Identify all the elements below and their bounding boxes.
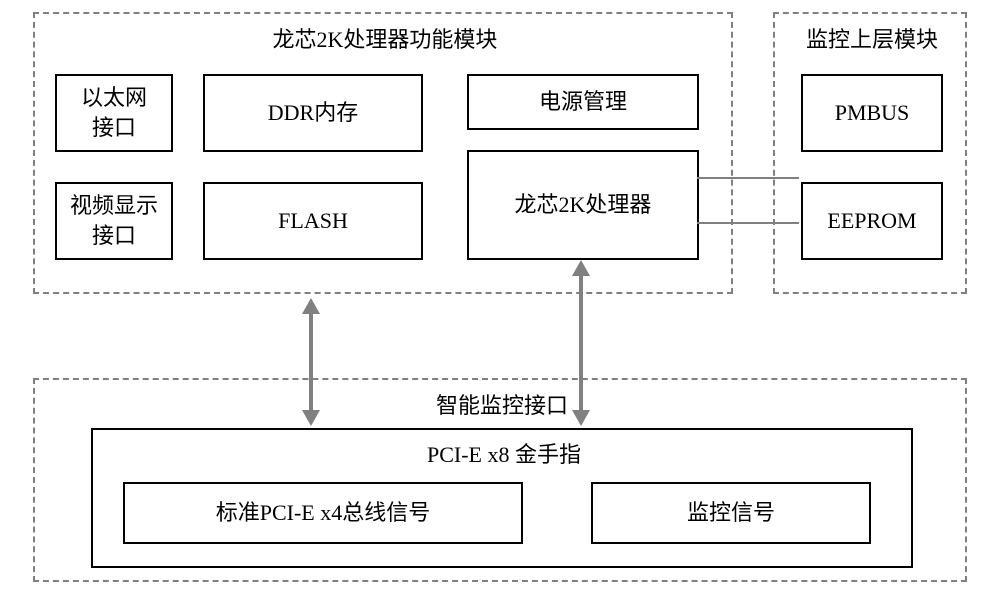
box-ddr-label: DDR内存 [268, 98, 358, 128]
box-monitor-signal-label: 监控信号 [687, 498, 775, 528]
box-video-if-label: 视频显示接口 [70, 191, 158, 250]
box-ddr: DDR内存 [203, 74, 423, 152]
connector-cpu-eeprom [697, 222, 799, 224]
box-cpu-label: 龙芯2K处理器 [515, 190, 652, 220]
connector-cpu-pmbus [697, 177, 799, 179]
module-interface-title: 智能监控接口 [35, 388, 969, 420]
box-goldfinger: PCI-E x8 金手指 标准PCI-E x4总线信号 监控信号 [91, 428, 913, 568]
module-interface: 智能监控接口 PCI-E x8 金手指 标准PCI-E x4总线信号 监控信号 [33, 378, 967, 582]
arrow-cpu-to-signal [579, 274, 583, 412]
box-power-mgmt-label: 电源管理 [539, 87, 627, 117]
box-ethernet-if: 以太网接口 [55, 74, 173, 152]
box-power-mgmt: 电源管理 [467, 74, 699, 130]
module-monitor-upper-title: 监控上层模块 [775, 22, 969, 54]
module-monitor-upper: 监控上层模块 PMBUS EEPROM [773, 12, 967, 294]
box-pcie-x4-signal: 标准PCI-E x4总线信号 [123, 482, 523, 544]
box-pmbus: PMBUS [801, 74, 943, 152]
arrow-proc-to-pcie4 [309, 312, 313, 412]
box-cpu: 龙芯2K处理器 [467, 150, 699, 260]
box-flash-label: FLASH [278, 206, 348, 236]
box-flash: FLASH [203, 182, 423, 260]
box-monitor-signal: 监控信号 [591, 482, 871, 544]
box-eeprom-label: EEPROM [827, 206, 916, 236]
module-processor-title: 龙芯2K处理器功能模块 [235, 22, 535, 54]
box-goldfinger-label: PCI-E x8 金手指 [93, 440, 915, 470]
box-ethernet-if-label: 以太网接口 [81, 83, 147, 142]
box-pcie-x4-signal-label: 标准PCI-E x4总线信号 [216, 498, 431, 528]
box-pmbus-label: PMBUS [835, 98, 910, 128]
module-processor: 龙芯2K处理器功能模块 以太网接口 视频显示接口 DDR内存 FLASH 电源管… [33, 12, 733, 294]
box-video-if: 视频显示接口 [55, 182, 173, 260]
diagram-root: 龙芯2K处理器功能模块 以太网接口 视频显示接口 DDR内存 FLASH 电源管… [33, 12, 967, 582]
box-eeprom: EEPROM [801, 182, 943, 260]
